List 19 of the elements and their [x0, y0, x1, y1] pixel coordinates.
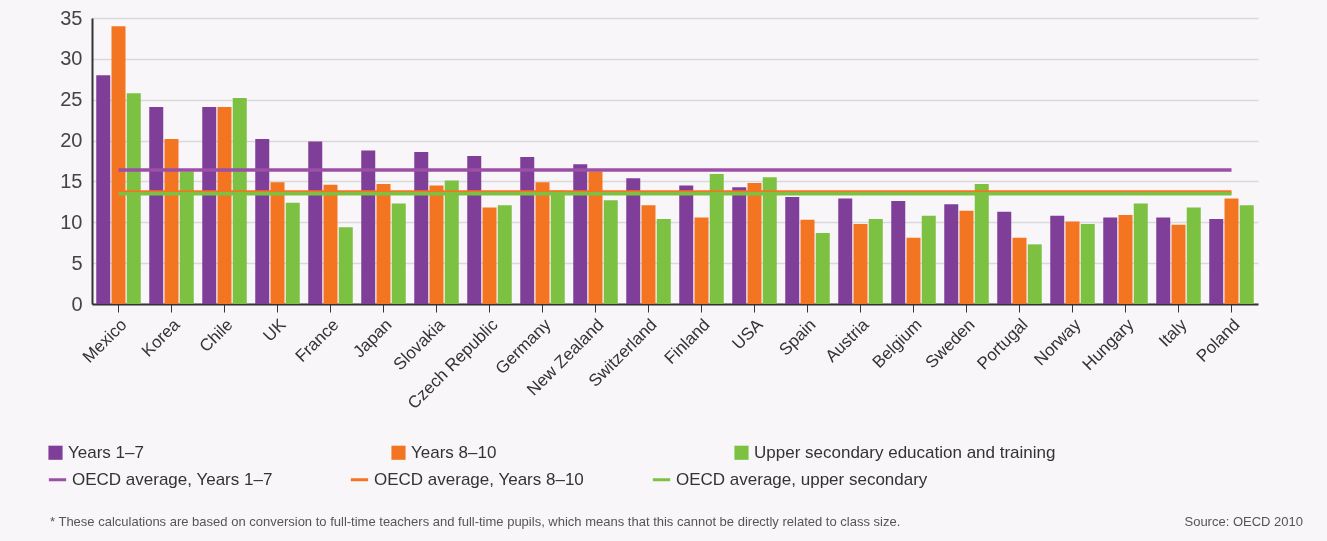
text: * These calculations are based on conversion to full-time teachers and full-time pupils, which means that this cannot be directly related to class size. [50, 514, 901, 529]
legend-label: Upper secondary education and training [754, 442, 1056, 462]
y-tick-label: 5 [71, 251, 83, 274]
y-tick-label: 20 [60, 129, 83, 152]
x-tick-label: USA [728, 314, 767, 354]
legend-label: OECD average, Years 1–7 [72, 469, 273, 489]
legend-label: OECD average, Years 8–10 [374, 469, 584, 489]
legend-label: OECD average, upper secondary [676, 469, 928, 489]
legend-label: Years 1–7 [68, 442, 144, 462]
y-tick-label: 15 [60, 169, 83, 192]
legend-label: Years 8–10 [411, 442, 497, 462]
x-tick-label: UK [259, 314, 290, 346]
y-tick-label: 30 [60, 47, 83, 70]
source-note: Source: OECD 2010 [1184, 514, 1303, 529]
y-tick-label: 0 [71, 292, 83, 315]
y-tick-label: 25 [60, 88, 83, 111]
y-tick-label: 35 [60, 6, 83, 29]
y-tick-label: 10 [60, 210, 83, 233]
x-tick-label: Italy [1155, 314, 1191, 351]
